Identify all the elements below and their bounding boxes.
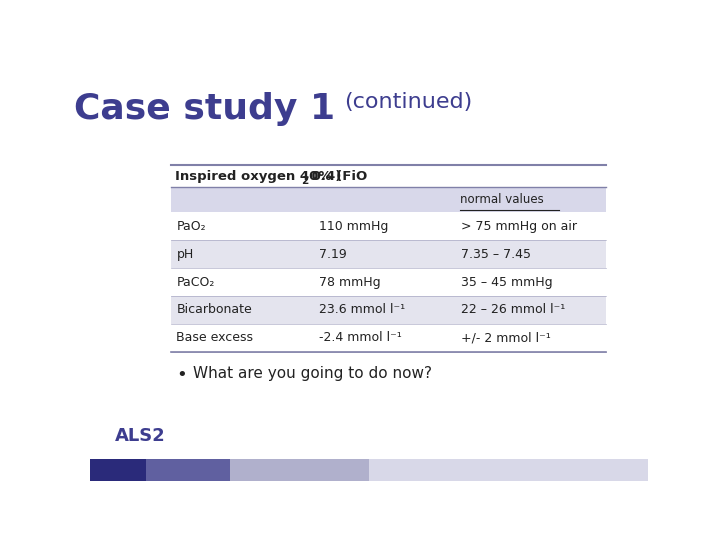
Text: pH: pH	[176, 248, 194, 261]
Text: 35 – 45 mmHg: 35 – 45 mmHg	[461, 275, 553, 288]
Bar	[171, 296, 606, 324]
Text: Bicarbonate: Bicarbonate	[176, 303, 252, 316]
Text: 7.19: 7.19	[319, 248, 346, 261]
Bar	[230, 459, 369, 481]
Text: 2: 2	[301, 176, 308, 186]
Text: •: •	[176, 366, 187, 384]
Text: PaCO₂: PaCO₂	[176, 275, 215, 288]
Text: -2.4 mmol l⁻¹: -2.4 mmol l⁻¹	[319, 331, 402, 345]
Text: > 75 mmHg on air: > 75 mmHg on air	[461, 220, 577, 233]
Text: 22 – 26 mmol l⁻¹: 22 – 26 mmol l⁻¹	[461, 303, 565, 316]
Text: 110 mmHg: 110 mmHg	[319, 220, 388, 233]
Text: What are you going to do now?: What are you going to do now?	[193, 366, 432, 381]
Text: PaO₂: PaO₂	[176, 220, 206, 233]
Text: +/- 2 mmol l⁻¹: +/- 2 mmol l⁻¹	[461, 331, 551, 345]
Bar	[90, 459, 145, 481]
Text: 23.6 mmol l⁻¹: 23.6 mmol l⁻¹	[319, 303, 405, 316]
Text: Base excess: Base excess	[176, 331, 253, 345]
Text: 78 mmHg: 78 mmHg	[319, 275, 380, 288]
Text: Case study 1: Case study 1	[74, 92, 336, 126]
Bar	[369, 459, 648, 481]
Text: Inspired oxygen 40% (FiO: Inspired oxygen 40% (FiO	[176, 170, 368, 183]
Text: normal values: normal values	[460, 193, 544, 206]
Text: 0.4): 0.4)	[307, 170, 341, 183]
Bar	[145, 459, 230, 481]
Text: (continued): (continued)	[344, 92, 472, 112]
Text: 7.35 – 7.45: 7.35 – 7.45	[461, 248, 531, 261]
Bar	[171, 240, 606, 268]
Bar	[171, 187, 606, 212]
Text: ALS2: ALS2	[115, 427, 166, 446]
